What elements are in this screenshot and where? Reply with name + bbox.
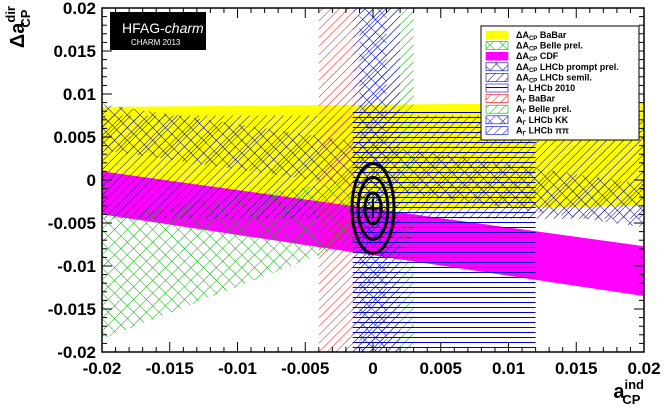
- legend-swatch: [485, 83, 509, 93]
- svg-text:ΔadirCP: ΔadirCP: [3, 6, 33, 48]
- legend-label: ΔACP Belle prel.: [516, 41, 583, 53]
- x-axis-title: aind CP: [613, 377, 644, 407]
- axes: -0.02 -0.015 -0.01 -0.005 0 0.005 0.01 0.015 0.0…: [48, 0, 661, 378]
- legend-swatch: [485, 104, 509, 114]
- x-tick-label: -0.015: [146, 359, 194, 378]
- x-tick-label: 0: [368, 359, 377, 378]
- fit-contours: [350, 162, 396, 255]
- x-tick-label: 0.02: [627, 359, 660, 378]
- y-tick-label: 0.005: [53, 128, 96, 147]
- bands-layer: [102, 8, 644, 352]
- hfag-badge: HFAG-charm CHARM 2013: [110, 12, 206, 50]
- legend-label: AΓ LHCb ππ: [516, 125, 569, 137]
- y-tick-label: 0: [87, 171, 96, 190]
- y-axis-title: ΔadirCP: [3, 6, 33, 48]
- x-tick-label: 0.01: [492, 359, 525, 378]
- y-tick-label: 0.02: [63, 0, 96, 18]
- y-tick-label: 0.01: [63, 85, 96, 104]
- fit-contour-2: [356, 175, 390, 241]
- legend-swatch: [485, 94, 509, 103]
- y-tick-label: -0.005: [48, 214, 96, 233]
- badge-background: [110, 12, 206, 50]
- legend-swatch: [485, 62, 509, 72]
- legend-label: AΓ BaBar: [516, 94, 556, 106]
- legend-label: AΓ Belle prel.: [516, 104, 572, 116]
- legend-swatch: [485, 51, 509, 61]
- axis-title-sub: CP: [18, 9, 33, 27]
- badge-subtitle: CHARM 2013: [131, 38, 181, 47]
- x-tick-label: -0.005: [281, 359, 329, 378]
- legend-label: ΔACP BaBar: [516, 30, 567, 42]
- axis-title-main: Δa: [7, 22, 29, 48]
- legend-label: ΔACP LHCb prompt prel.: [516, 62, 619, 74]
- y-tick-label: -0.01: [57, 257, 96, 276]
- axis-title-sup: dir: [3, 6, 18, 23]
- legend-swatch: [485, 115, 509, 125]
- fit-contour-1: [350, 162, 396, 255]
- y-tick-label: 0.015: [53, 42, 96, 61]
- legend-label: AΓ LHCb KK: [516, 115, 569, 127]
- legend-swatch: [485, 30, 509, 40]
- axis-title-main: a: [613, 381, 625, 403]
- x-tick-label: 0.015: [555, 359, 598, 378]
- band-a-lhcb-2010: [352, 111, 536, 352]
- legend-swatch: [485, 126, 509, 135]
- legend-swatch: [485, 41, 509, 50]
- legend-label: ΔACP LHCb semil.: [516, 72, 592, 84]
- x-tick-label: -0.02: [83, 359, 122, 378]
- x-tick-label: -0.01: [218, 359, 257, 378]
- x-tick-label: 0.005: [419, 359, 462, 378]
- y-tick-label: -0.02: [57, 343, 96, 362]
- badge-title: HFAG-charm: [122, 20, 204, 36]
- legend-label: AΓ LHCb 2010: [516, 83, 575, 95]
- axis-title-sup: ind: [625, 377, 645, 392]
- y-tick-label: -0.015: [48, 300, 96, 319]
- legend-label: ΔACP CDF: [516, 51, 559, 63]
- axis-title-sub: CP: [622, 392, 640, 407]
- legend-swatch: [485, 73, 509, 82]
